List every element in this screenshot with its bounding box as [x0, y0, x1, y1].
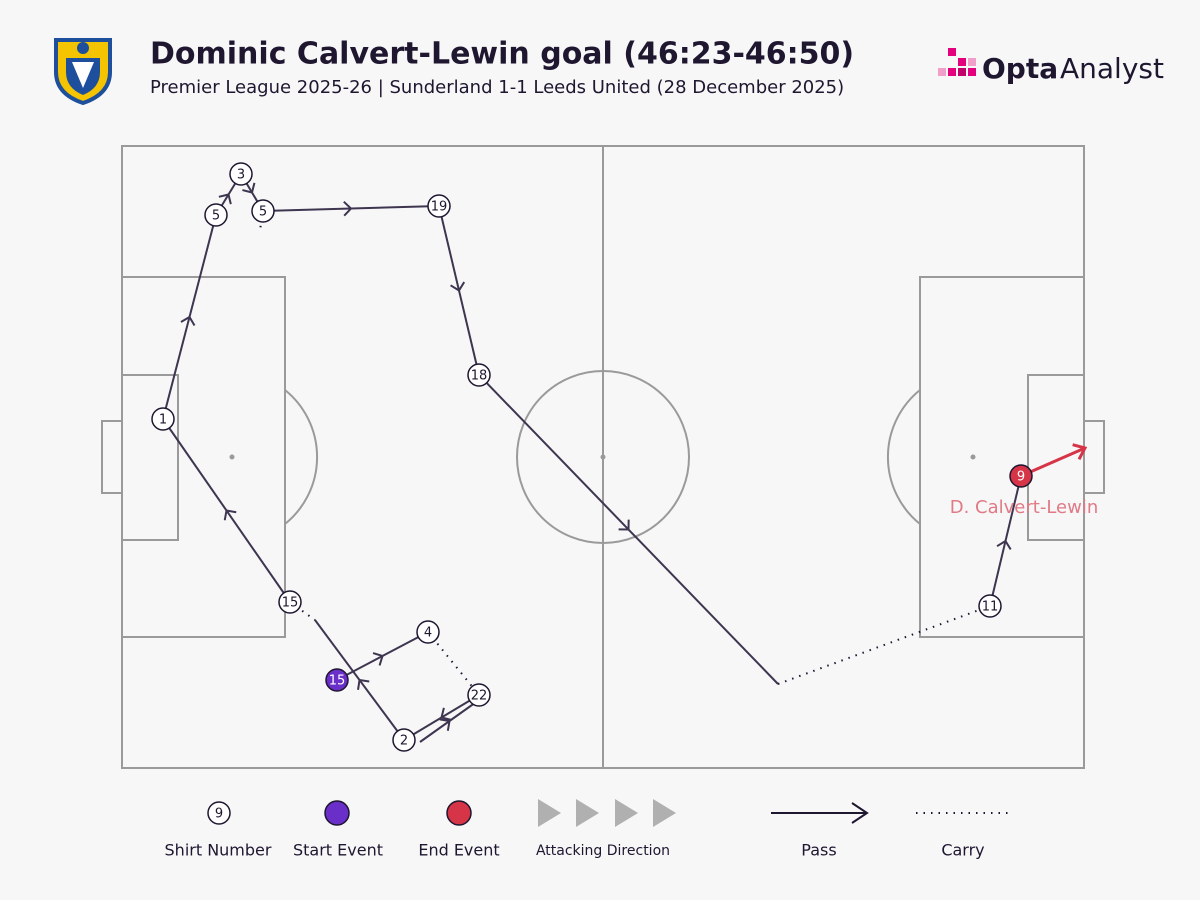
shirt-number: 5 — [259, 205, 267, 220]
shirt-number: 1 — [159, 413, 167, 428]
shirt-number: 9 — [1017, 470, 1025, 485]
pass-arrow — [357, 678, 370, 690]
legend-shirt-example: 9 — [215, 807, 223, 822]
shirt-number: 18 — [471, 369, 488, 384]
shirt-number: 15 — [282, 596, 299, 611]
player-circle — [978, 594, 1002, 618]
pass-arrow — [242, 182, 256, 194]
pass-arrow — [618, 519, 630, 531]
title: Dominic Calvert-Lewin goal (46:23-46:50) — [150, 37, 854, 72]
player-circle — [1009, 464, 1033, 488]
carry-line — [289, 601, 316, 621]
player-node: 22 — [467, 683, 491, 707]
player-circle — [325, 668, 349, 692]
subtitle: Premier League 2025-26 | Sunderland 1-1 … — [150, 77, 844, 98]
pass-arrow — [996, 539, 1012, 550]
opta-logo: Opta Analyst — [938, 48, 1164, 85]
pass-arrow — [372, 652, 384, 666]
player-node: 3 — [229, 162, 253, 186]
shirt-number: 15 — [329, 674, 346, 689]
player-node: 1 — [151, 407, 175, 431]
player-node: 11 — [978, 594, 1002, 618]
player-node: 15 — [278, 590, 302, 614]
club-badge — [54, 38, 112, 106]
player-circle — [427, 194, 451, 218]
player-circle — [151, 407, 175, 431]
shirt-number: 19 — [431, 200, 448, 215]
penalty-spot — [970, 454, 976, 460]
moves — [162, 173, 1088, 743]
player-node: 5 — [251, 199, 275, 223]
player-node: 2 — [392, 728, 416, 752]
player-circle — [229, 162, 253, 186]
legend-label: Carry — [941, 841, 984, 860]
logo-product: Analyst — [1060, 52, 1164, 85]
player-circle — [416, 620, 440, 644]
penalty-spot — [229, 454, 235, 460]
pass-arrow — [440, 707, 452, 721]
centre-spot — [600, 454, 606, 460]
shirt-number: 11 — [982, 600, 999, 615]
shot-arrow — [1072, 443, 1088, 461]
legend-label: Pass — [801, 841, 836, 860]
carry-line — [777, 605, 991, 685]
shirt-number: 5 — [212, 209, 220, 224]
carry-line — [427, 631, 480, 696]
shirt-number: 3 — [237, 168, 245, 183]
player-node: 5 — [204, 203, 228, 227]
player-node: 9 — [1009, 464, 1033, 488]
legend: 9 Shirt Number Start Event End Event Att… — [165, 799, 1008, 860]
scorer-label: D. Calvert-Lewin — [950, 497, 1099, 518]
logo-brand: Opta — [982, 52, 1058, 85]
player-circle — [251, 199, 275, 223]
pass-arrow — [218, 193, 232, 205]
player-node: 15 — [325, 668, 349, 692]
pass-arrow — [450, 281, 466, 292]
player-circle — [392, 728, 416, 752]
player-node: 19 — [427, 194, 451, 218]
legend-label: Attacking Direction — [536, 843, 670, 859]
player-node: 4 — [416, 620, 440, 644]
legend-label: End Event — [418, 841, 499, 860]
pass-arrow — [223, 509, 237, 521]
player-circle — [467, 363, 491, 387]
pass-arrow — [180, 315, 196, 327]
player-circle — [467, 683, 491, 707]
pass-arrow — [343, 200, 353, 217]
pass-arrow — [439, 718, 451, 731]
legend-label: Start Event — [293, 841, 383, 860]
shirt-number: 4 — [424, 626, 432, 641]
shirt-number: 2 — [400, 734, 408, 749]
shirt-number: 22 — [471, 689, 488, 704]
player-circle — [278, 590, 302, 614]
player-node: 18 — [467, 363, 491, 387]
carry-line — [259, 210, 264, 231]
legend-label: Shirt Number — [165, 841, 272, 860]
player-circle — [204, 203, 228, 227]
